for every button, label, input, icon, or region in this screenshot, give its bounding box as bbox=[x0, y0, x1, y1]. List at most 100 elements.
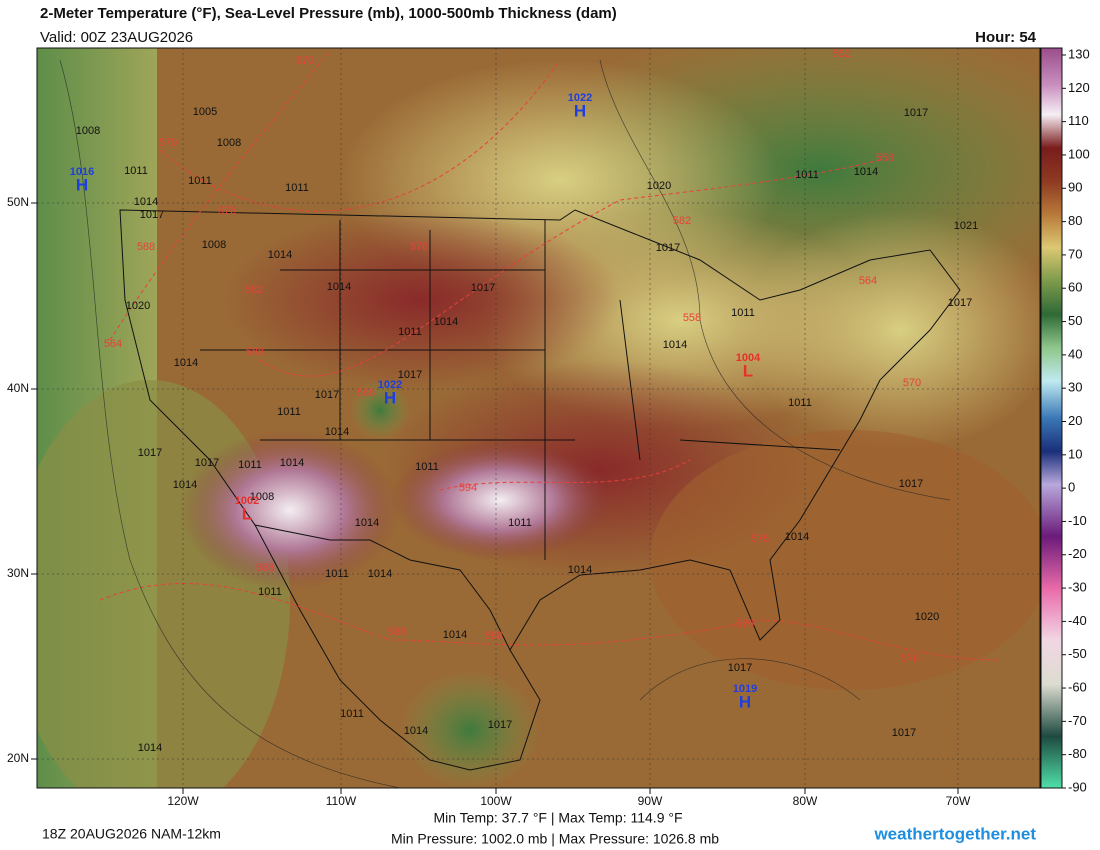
isobar-label: 1017 bbox=[398, 369, 422, 381]
isobar-label: 1008 bbox=[217, 137, 241, 149]
thickness-label: 576 bbox=[751, 533, 769, 545]
isobar-label: 1011 bbox=[258, 586, 282, 598]
pressure-center-value: 1022 bbox=[568, 92, 592, 104]
isobar-label: 1011 bbox=[325, 568, 349, 580]
colorbar-label: 70 bbox=[1068, 246, 1082, 261]
isobar-label: 1017 bbox=[195, 457, 219, 469]
thickness-label: 588 bbox=[388, 626, 406, 638]
isobar-label: 1017 bbox=[892, 727, 916, 739]
isobar-label: 1008 bbox=[202, 239, 226, 251]
isobar-label: 1014 bbox=[785, 531, 809, 543]
isobar-label: 1011 bbox=[277, 406, 301, 418]
thickness-label: 570 bbox=[296, 55, 314, 67]
isobar-label: 1014 bbox=[404, 725, 428, 737]
isobar-label: 1020 bbox=[915, 611, 939, 623]
isobar-label: 1017 bbox=[656, 242, 680, 254]
colorbar-label: 20 bbox=[1068, 413, 1082, 428]
pressure-center-letter: L bbox=[743, 361, 753, 380]
isobar-label: 1008 bbox=[76, 125, 100, 137]
isobar-label: 1011 bbox=[731, 307, 755, 319]
isobar-label: 1014 bbox=[663, 339, 687, 351]
isobar-label: 1011 bbox=[285, 182, 309, 194]
thickness-label: 582 bbox=[673, 215, 691, 227]
pressure-center-letter: L bbox=[242, 504, 252, 523]
colorbar-label: 80 bbox=[1068, 213, 1082, 228]
isobar-label: 1011 bbox=[188, 175, 212, 187]
isobar-label: 1011 bbox=[508, 517, 532, 529]
isobar-label: 1017 bbox=[728, 662, 752, 674]
lat-label: 40N bbox=[7, 381, 29, 395]
colorbar-label: 0 bbox=[1068, 480, 1075, 495]
isobar-label: 1014 bbox=[138, 742, 162, 754]
isobar-label: 1014 bbox=[854, 166, 878, 178]
lon-label: 120W bbox=[167, 794, 199, 808]
graticule bbox=[37, 48, 1040, 788]
lon-label: 70W bbox=[946, 794, 971, 808]
lon-label: 110W bbox=[326, 794, 357, 808]
isobar-label: 1021 bbox=[954, 220, 978, 232]
isobar-label: 1014 bbox=[368, 568, 392, 580]
colorbar-label: -20 bbox=[1068, 546, 1087, 561]
isobar-label: 1011 bbox=[788, 397, 812, 409]
model-run: 18Z 20AUG2026 NAM-12km bbox=[42, 826, 221, 842]
temp-range: Min Temp: 37.7 °F | Max Temp: 114.9 °F bbox=[433, 810, 682, 826]
colorbar-label: -80 bbox=[1068, 746, 1087, 761]
thickness-label: 582 bbox=[245, 284, 263, 296]
colorbar-label: 100 bbox=[1068, 146, 1090, 161]
title: 2-Meter Temperature (°F), Sea-Level Pres… bbox=[40, 5, 617, 22]
isobar-label: 1014 bbox=[268, 249, 292, 261]
thickness-label: 570 bbox=[903, 377, 921, 389]
thickness-label: 576 bbox=[736, 618, 754, 630]
pressure-center-letter: H bbox=[574, 101, 586, 120]
lon-label: 90W bbox=[638, 794, 663, 808]
pressure-center-letter: H bbox=[384, 388, 396, 407]
pressure-center-value: 1019 bbox=[733, 683, 757, 695]
isobar-label: 1017 bbox=[140, 209, 164, 221]
thickness-label: 558 bbox=[876, 152, 894, 164]
colorbar-label: 30 bbox=[1068, 380, 1082, 395]
isobar-label: 1014 bbox=[325, 426, 349, 438]
thickness-label: 576 bbox=[218, 205, 236, 217]
colorbar-label: 90 bbox=[1068, 180, 1082, 195]
isobar-label: 1014 bbox=[280, 457, 304, 469]
pressure-center-value: 1016 bbox=[70, 166, 94, 178]
pressure-center-value: 1004 bbox=[736, 352, 761, 364]
colorbar-label: 110 bbox=[1068, 113, 1089, 128]
pressure-center-letter: H bbox=[76, 175, 88, 194]
isobar-label: 1014 bbox=[134, 196, 158, 208]
isobar-label: 1017 bbox=[138, 447, 162, 459]
colorbar-label: 60 bbox=[1068, 280, 1082, 295]
isobar-label: 1011 bbox=[415, 461, 439, 473]
thickness-label: 588 bbox=[357, 387, 375, 399]
thickness-label: 558 bbox=[683, 312, 701, 324]
thickness-label: 552 bbox=[833, 48, 851, 60]
lon-label: 80W bbox=[793, 794, 818, 808]
thickness-label: 570 bbox=[159, 137, 177, 149]
thickness-label: 588 bbox=[246, 346, 264, 358]
isobar-label: 1011 bbox=[340, 708, 364, 720]
site-credit[interactable]: weathertogether.net bbox=[873, 824, 1036, 843]
lat-label: 20N bbox=[7, 751, 29, 765]
isobar-label: 1011 bbox=[238, 459, 262, 471]
isobar-label: 1014 bbox=[568, 564, 592, 576]
pressure-center-letter: H bbox=[739, 692, 751, 711]
colorbar-label: -30 bbox=[1068, 580, 1087, 595]
isobar-label: 1014 bbox=[327, 281, 351, 293]
isobar-label: 1017 bbox=[948, 297, 972, 309]
colorbar-label: 130 bbox=[1068, 46, 1090, 61]
thickness-label: 588 bbox=[137, 241, 155, 253]
colorbar-label: 10 bbox=[1068, 446, 1082, 461]
isobar-label: 1014 bbox=[173, 479, 197, 491]
isobar-label: 1014 bbox=[443, 629, 467, 641]
isobar-label: 1014 bbox=[355, 517, 379, 529]
colorbar-label: -90 bbox=[1068, 779, 1087, 794]
colorbar-label: 40 bbox=[1068, 346, 1082, 361]
isobar-label: 1008 bbox=[250, 491, 274, 503]
pressure-range: Min Pressure: 1002.0 mb | Max Pressure: … bbox=[391, 831, 719, 847]
pressure-center-value: 1002 bbox=[235, 495, 259, 507]
isobar-label: 1014 bbox=[434, 316, 458, 328]
colorbar-label: -10 bbox=[1068, 513, 1087, 528]
colorbar-label: 50 bbox=[1068, 313, 1082, 328]
map-field bbox=[37, 48, 1040, 788]
